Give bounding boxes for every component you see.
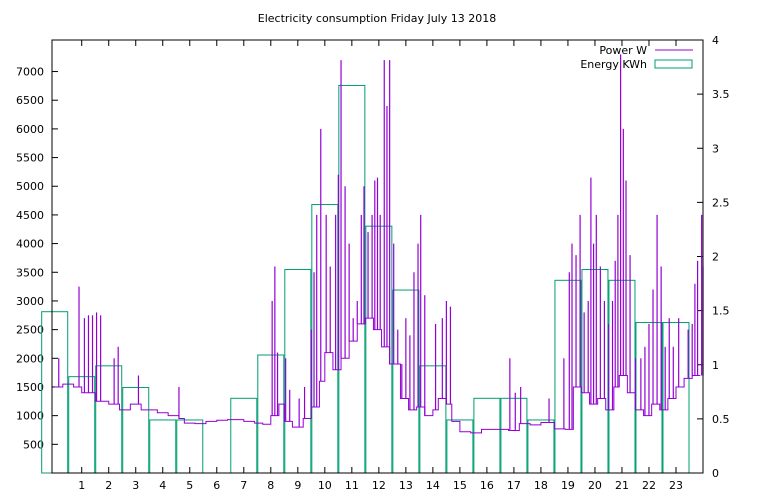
y-left-tick-label: 7000 (16, 66, 44, 79)
y-axis-right: 0 0.5 1 1.5 2 2.5 3 3.5 4 (697, 34, 730, 480)
x-tick-label: 14 (426, 479, 440, 492)
x-tick-label: 6 (213, 479, 220, 492)
y-left-tick-label: 6000 (16, 123, 44, 136)
energy-bar (122, 386, 150, 474)
x-tick-label: 23 (669, 479, 683, 492)
energy-bar (149, 419, 177, 474)
chart-title: Electricity consumption Friday July 13 2… (258, 12, 496, 25)
x-tick-label: 2 (105, 479, 112, 492)
energy-bar (554, 279, 582, 474)
y-right-tick-label: 2 (712, 251, 719, 264)
y-right-tick-label: 4 (712, 34, 719, 47)
y-left-tick-label: 3500 (16, 266, 44, 279)
x-tick-label: 20 (588, 479, 602, 492)
power-line (54, 317, 701, 434)
x-tick-label: 11 (345, 479, 359, 492)
y-left-tick-label: 5500 (16, 152, 44, 165)
legend-label-power: Power W (599, 44, 647, 57)
x-tick-label: 9 (294, 479, 301, 492)
energy-bar (230, 397, 258, 474)
energy-bar (500, 397, 528, 474)
y-left-tick-label: 1000 (16, 410, 44, 423)
legend-swatch-energy (654, 59, 693, 69)
energy-bar (473, 397, 501, 474)
legend-label-energy: Energy KWh (580, 58, 647, 71)
y-right-tick-label: 1 (712, 359, 719, 372)
y-axis-left: 500 1000 1500 2000 2500 3000 3500 4000 4500 5000 5… (16, 66, 58, 451)
energy-series (41, 84, 690, 474)
y-right-tick-label: 0.5 (712, 413, 730, 426)
y-right-tick-label: 2.5 (712, 196, 730, 209)
energy-bar (257, 354, 285, 474)
x-tick-label: 8 (267, 479, 274, 492)
x-tick-label: 21 (615, 479, 629, 492)
y-right-tick-label: 3.5 (712, 88, 730, 101)
plot-frame (51, 39, 704, 474)
x-tick-label: 16 (480, 479, 494, 492)
energy-bar (284, 268, 312, 474)
energy-bar (365, 225, 393, 474)
y-left-tick-label: 2500 (16, 324, 44, 337)
y-left-tick-label: 4500 (16, 209, 44, 222)
x-tick-label: 12 (372, 479, 386, 492)
y-left-tick-label: 2000 (16, 352, 44, 365)
power-series (54, 54, 704, 434)
x-tick-label: 3 (132, 479, 139, 492)
x-tick-label: 17 (507, 479, 521, 492)
x-tick-label: 19 (561, 479, 575, 492)
y-left-tick-label: 3000 (16, 295, 44, 308)
energy-bar (41, 311, 69, 474)
x-tick-label: 13 (399, 479, 413, 492)
x-tick-label: 1 (78, 479, 85, 492)
y-left-tick-label: 4000 (16, 238, 44, 251)
y-right-tick-label: 0 (712, 467, 719, 480)
x-tick-label: 10 (318, 479, 332, 492)
x-tick-label: 5 (186, 479, 193, 492)
legend: Power W Energy KWh (580, 44, 693, 71)
x-tick-label: 18 (534, 479, 548, 492)
y-right-tick-label: 3 (712, 142, 719, 155)
y-left-tick-label: 500 (23, 438, 44, 451)
x-tick-label: 15 (453, 479, 467, 492)
x-axis: 1 2 3 4 5 6 7 8 9 10 11 12 13 14 15 16 17 18 19 20 21 22 23 (78, 40, 683, 492)
energy-bar (311, 204, 339, 474)
y-left-tick-label: 6500 (16, 94, 44, 107)
y-right-tick-label: 1.5 (712, 305, 730, 318)
energy-bar (527, 419, 555, 474)
y-left-tick-label: 1500 (16, 381, 44, 394)
x-tick-label: 22 (642, 479, 656, 492)
x-tick-label: 4 (159, 479, 166, 492)
energy-bar (176, 419, 204, 474)
y-left-tick-label: 5000 (16, 180, 44, 193)
x-tick-label: 7 (240, 479, 247, 492)
